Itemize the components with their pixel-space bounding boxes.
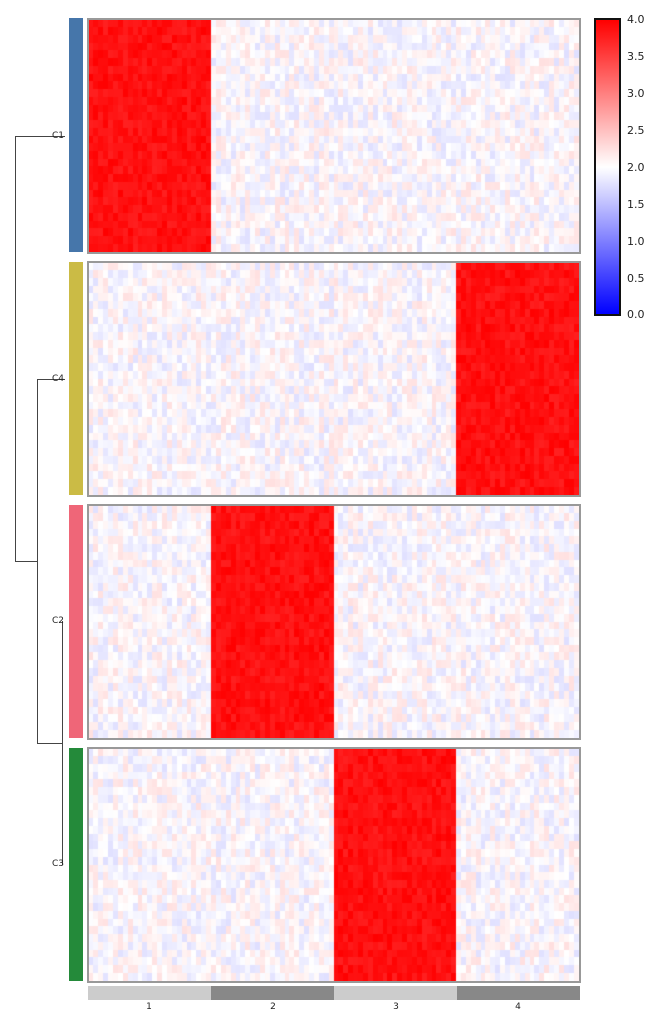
heatmap-panel-c4: [87, 261, 581, 497]
dendrogram-branch: [37, 379, 38, 744]
dendrogram-branch: [15, 136, 65, 137]
colorbar-tick: 4.0: [627, 13, 645, 26]
dendrogram-branch: [37, 379, 65, 380]
row-annotation-c1: [69, 18, 83, 252]
column-label-1: 1: [146, 1002, 152, 1012]
column-label-4: 4: [515, 1002, 521, 1012]
heatmap-panel-c3: [87, 747, 581, 983]
column-annotation-1: [88, 986, 211, 1000]
colorbar: [594, 18, 621, 316]
colorbar-tick: 0.5: [627, 272, 645, 285]
row-label-c1: C1: [52, 131, 65, 141]
row-annotation-c2: [69, 505, 83, 738]
column-label-2: 2: [270, 1002, 276, 1012]
row-annotation-c4: [69, 262, 83, 495]
colorbar-tick: 2.5: [627, 124, 645, 137]
dendrogram-branch: [15, 136, 16, 562]
row-label-c3: C3: [52, 859, 65, 869]
colorbar-tick: 2.0: [627, 161, 645, 174]
colorbar-tick: 1.5: [627, 198, 645, 211]
dendrogram-branch: [15, 561, 38, 562]
row-label-c4: C4: [52, 374, 65, 384]
heatmap-cells: [89, 506, 579, 738]
column-annotation-4: [457, 986, 580, 1000]
heatmap-cells: [89, 749, 579, 981]
colorbar-tick: 3.5: [627, 50, 645, 63]
colorbar-tick: 1.0: [627, 235, 645, 248]
row-label-c2: C2: [52, 616, 65, 626]
heatmap-cells: [89, 20, 579, 252]
heatmap-panel-c1: [87, 18, 581, 254]
row-annotation-c3: [69, 748, 83, 981]
column-label-3: 3: [393, 1002, 399, 1012]
colorbar-tick: 0.0: [627, 308, 645, 321]
heatmap-cells: [89, 263, 579, 495]
dendrogram-branch: [37, 743, 63, 744]
dendrogram-branch: [62, 621, 63, 865]
column-annotation-2: [211, 986, 334, 1000]
colorbar-tick: 3.0: [627, 87, 645, 100]
column-annotation-3: [334, 986, 457, 1000]
heatmap-panel-c2: [87, 504, 581, 740]
